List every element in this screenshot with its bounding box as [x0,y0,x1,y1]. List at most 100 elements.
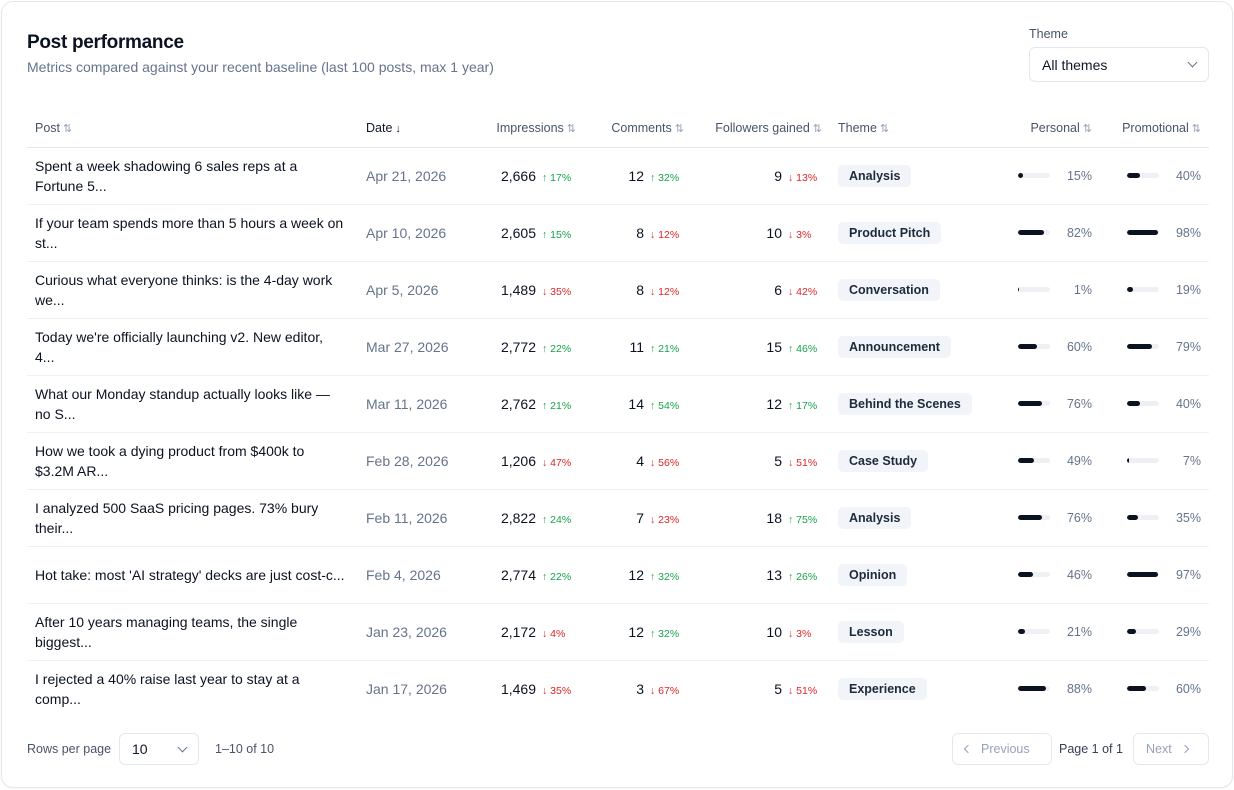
post-text[interactable]: Curious what everyone thinks: is the 4-d… [27,261,358,319]
post-date: Feb 28, 2026 [358,432,463,490]
next-page-button[interactable]: Next [1133,733,1209,765]
personal-percent: 60% [1066,339,1092,354]
comments-delta: ↑ 54% [650,399,680,412]
previous-page-button[interactable]: Previous [952,733,1052,765]
column-header-promotional[interactable]: Promotional ⇅ [1100,109,1209,148]
personal-cell: 21% [988,603,1100,661]
personal-bar-fill [1018,344,1038,349]
post-text[interactable]: After 10 years managing teams, the singl… [27,603,358,661]
impressions-cell: 1,469 ↓ 35% [463,660,584,717]
promotional-percent: 35% [1175,510,1201,525]
promotional-bar [1127,230,1159,235]
promotional-bar-fill [1127,458,1130,463]
personal-bar [1018,686,1050,692]
column-header-followers[interactable]: Followers gained ⇅ [692,109,830,148]
followers-cell: 10 ↓ 3% [692,603,830,661]
comments-value: 14 [628,395,644,412]
comments-cell: 4 ↓ 56% [584,432,692,490]
promotional-bar [1127,686,1159,692]
column-header-theme[interactable]: Theme ⇅ [830,109,988,148]
personal-bar [1018,629,1050,634]
comments-delta: ↑ 32% [650,627,680,640]
theme-filter-select[interactable]: All themes [1029,47,1209,82]
post-text[interactable]: Hot take: most 'AI strategy' decks are j… [27,546,358,604]
sort-arrows-icon: ⇅ [1191,122,1201,135]
promotional-percent: 7% [1182,453,1201,468]
column-header-impressions[interactable]: Impressions ⇅ [463,109,584,148]
impressions-delta: ↑ 22% [542,342,572,355]
comments-value: 12 [628,623,644,640]
followers-value: 5 [774,452,782,469]
personal-cell: 15% [988,147,1100,205]
column-header-date[interactable]: Date ↓ [358,109,463,148]
table-row[interactable]: Curious what everyone thinks: is the 4-d… [27,261,1209,319]
followers-cell: 12 ↑ 17% [692,375,830,433]
promotional-bar-fill [1127,572,1159,577]
impressions-cell: 2,762 ↑ 21% [463,375,584,433]
promotional-bar [1127,515,1159,520]
personal-cell: 60% [988,318,1100,376]
post-date: Jan 23, 2026 [358,603,463,661]
rows-per-page-label: Rows per page [27,742,112,756]
followers-delta: ↓ 13% [788,171,818,184]
column-header-post[interactable]: Post ⇅ [27,109,358,148]
impressions-value: 2,666 [500,167,536,184]
table-row[interactable]: After 10 years managing teams, the singl… [27,603,1209,661]
column-header-comments[interactable]: Comments ⇅ [584,109,692,148]
comments-value: 12 [628,566,644,583]
theme-badge: Analysis [838,506,912,529]
table-row[interactable]: I analyzed 500 SaaS pricing pages. 73% b… [27,489,1209,547]
impressions-value: 2,172 [500,623,536,640]
promotional-bar [1127,572,1159,577]
comments-value: 3 [636,680,644,697]
table-row[interactable]: If your team spends more than 5 hours a … [27,204,1209,262]
impressions-delta: ↑ 21% [542,399,572,412]
table-row[interactable]: Spent a week shadowing 6 sales reps at a… [27,147,1209,205]
post-text[interactable]: How we took a dying product from $400k t… [27,432,358,490]
theme-cell: Announcement [830,318,988,376]
personal-bar [1018,173,1050,178]
table-row[interactable]: I rejected a 40% raise last year to stay… [27,660,1209,717]
followers-cell: 5 ↓ 51% [692,660,830,717]
column-header-personal[interactable]: Personal ⇅ [988,109,1100,148]
post-text[interactable]: Spent a week shadowing 6 sales reps at a… [27,147,358,205]
table-row[interactable]: Hot take: most 'AI strategy' decks are j… [27,546,1209,604]
post-date: Mar 27, 2026 [358,318,463,376]
table-row[interactable]: Today we're officially launching v2. New… [27,318,1209,376]
personal-percent: 76% [1066,396,1092,411]
impressions-cell: 2,772 ↑ 22% [463,318,584,376]
personal-cell: 1% [988,261,1100,319]
promotional-bar [1127,629,1159,634]
theme-badge: Lesson [838,620,904,643]
rows-per-page-value: 10 [132,741,148,757]
followers-value: 15 [766,338,782,355]
followers-delta: ↓ 51% [788,684,818,697]
post-text[interactable]: I analyzed 500 SaaS pricing pages. 73% b… [27,489,358,547]
theme-badge: Announcement [838,335,951,358]
comments-delta: ↓ 23% [650,513,680,526]
rows-per-page-select[interactable]: 10 [119,733,199,765]
impressions-delta: ↑ 24% [542,513,572,526]
table-row[interactable]: What our Monday standup actually looks l… [27,375,1209,433]
followers-cell: 6 ↓ 42% [692,261,830,319]
table-header-row: Post ⇅ Date ↓ Impressions ⇅ Comments ⇅ Follo… [27,109,1209,148]
post-text[interactable]: If your team spends more than 5 hours a … [27,204,358,262]
promotional-bar-fill [1127,230,1159,235]
post-text[interactable]: What our Monday standup actually looks l… [27,375,358,433]
theme-cell: Opinion [830,546,988,604]
personal-bar [1018,458,1050,463]
post-text[interactable]: I rejected a 40% raise last year to stay… [35,670,300,707]
theme-cell: Experience [830,660,988,717]
theme-cell: Product Pitch [830,204,988,262]
promotional-bar [1127,401,1159,406]
followers-cell: 15 ↑ 46% [692,318,830,376]
post-text[interactable]: Today we're officially launching v2. New… [27,318,358,376]
comments-cell: 12 ↑ 32% [584,147,692,205]
comments-cell: 12 ↑ 32% [584,603,692,661]
followers-value: 10 [766,224,782,241]
posts-table: Post ⇅ Date ↓ Impressions ⇅ Comments ⇅ Follo… [27,109,1209,717]
table-row[interactable]: How we took a dying product from $400k t… [27,432,1209,490]
personal-cell: 49% [988,432,1100,490]
page-subtitle: Metrics compared against your recent bas… [27,59,494,75]
